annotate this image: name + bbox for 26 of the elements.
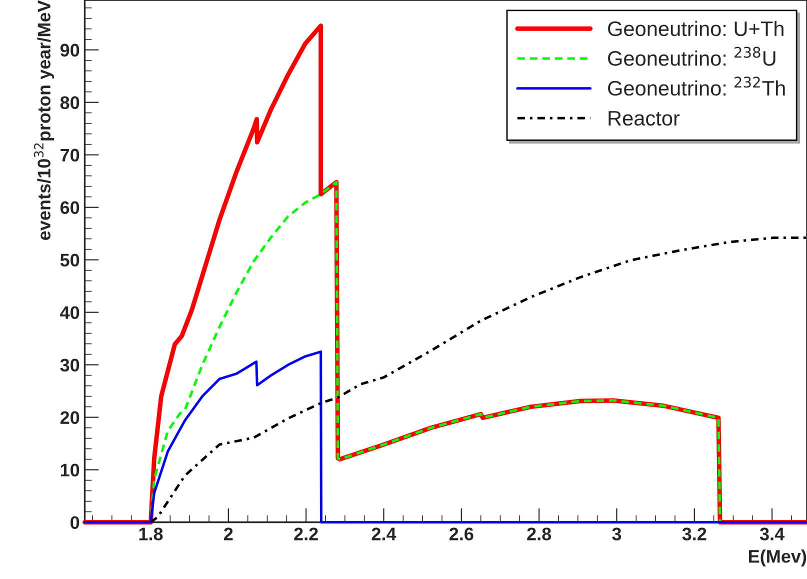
x-axis-title: E(Mev) <box>749 550 806 566</box>
y-tick-label: 20 <box>60 411 80 424</box>
y-tick-label: 50 <box>60 254 80 267</box>
legend-label: Geoneutrino: U+Th <box>608 20 784 36</box>
x-tick-label: 3.2 <box>682 528 706 540</box>
x-tick-label: 2 <box>224 528 233 540</box>
x-tick-label: 3 <box>612 528 622 540</box>
y-tick-label: 70 <box>60 148 80 162</box>
legend-label: Geoneutrino: $^{232}$Th <box>608 76 785 96</box>
legend-label: Geoneutrino: $^{238}$U <box>608 46 776 66</box>
y-tick-label: 30 <box>60 358 80 372</box>
line-series <box>150 236 807 524</box>
y-tick-label: 0 <box>70 516 80 529</box>
x-tick-label: 1.8 <box>139 528 163 540</box>
x-tick-label: 3.4 <box>760 528 785 540</box>
x-tick-label: 2.8 <box>527 528 552 540</box>
x-tick-label: 2.4 <box>372 528 396 540</box>
y-tick-label: 90 <box>60 44 80 57</box>
x-tick-label: 2.2 <box>294 528 318 540</box>
y-axis-title: events/10$^{32}$proton year/MeV <box>34 0 54 240</box>
legend-label: Reactor <box>608 111 680 126</box>
y-tick-label: 60 <box>60 201 80 214</box>
y-tick-label: 40 <box>60 306 80 320</box>
y-tick-label: 10 <box>60 464 80 476</box>
y-tick-label: 80 <box>60 96 80 110</box>
x-tick-label: 2.6 <box>449 528 474 540</box>
